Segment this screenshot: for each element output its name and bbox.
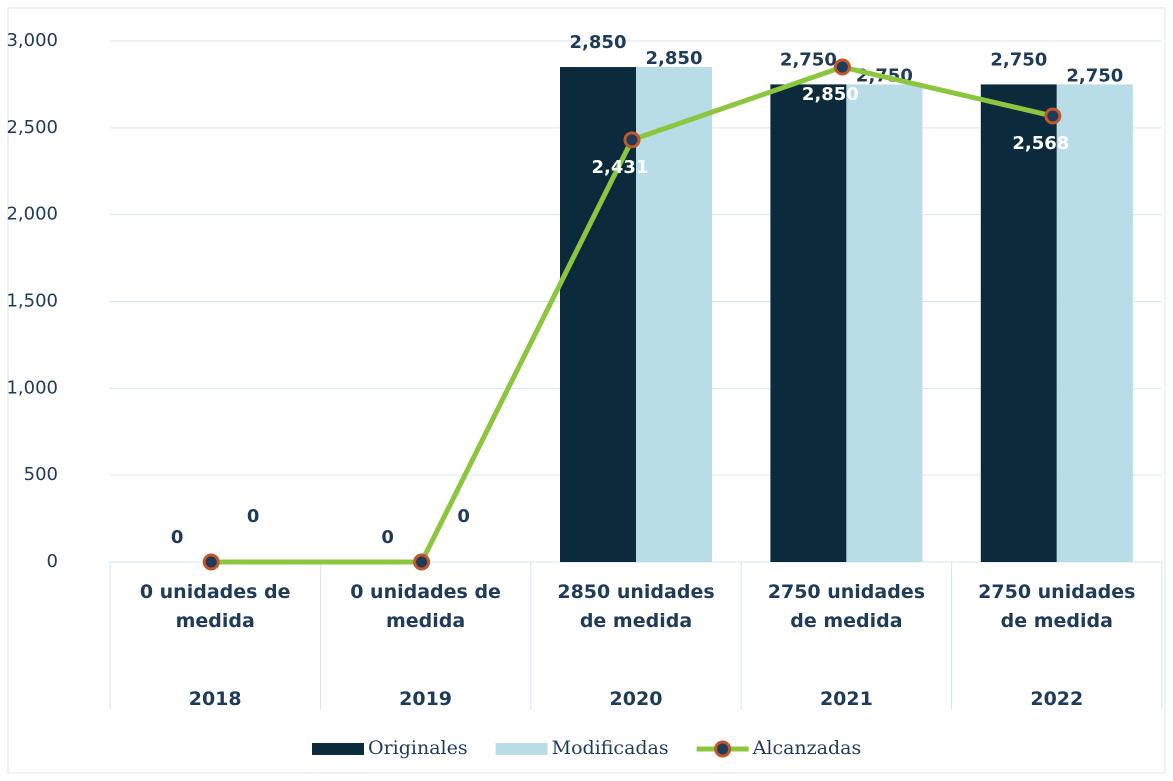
legend-swatch: [495, 743, 548, 755]
category-sublabel: 2750 unidades de medida: [978, 581, 1136, 632]
bar: [560, 67, 636, 563]
x-tick-label: 2021: [819, 688, 873, 710]
bar: [1056, 84, 1133, 563]
data-label: 0: [247, 506, 260, 527]
data-label: 2,568: [1012, 133, 1069, 154]
bar: [636, 67, 712, 563]
x-tick-label: 2018: [188, 688, 242, 710]
x-tick-label: 2019: [399, 688, 453, 710]
data-label: 2,750: [1066, 65, 1123, 86]
bar: [980, 84, 1057, 563]
y-tick-label: 2,500: [6, 117, 58, 138]
legend-label: Alcanzadas: [752, 737, 862, 759]
data-label: 0: [457, 506, 470, 527]
legend-swatch: [312, 743, 364, 755]
bar: [770, 84, 847, 563]
chart-border: [7, 7, 1166, 774]
data-label: 2,750: [990, 49, 1047, 70]
y-tick-label: 1,000: [6, 377, 58, 398]
legend-marker: [714, 740, 732, 758]
line-marker: [202, 553, 220, 571]
line-marker: [623, 131, 641, 149]
data-label: 0: [381, 527, 394, 548]
bar: [846, 84, 923, 563]
category-sublabel: 0 unidades de medida: [350, 581, 501, 632]
x-tick-label: 2020: [609, 688, 663, 710]
line-marker: [413, 553, 431, 571]
legend-label: Modificadas: [552, 737, 669, 759]
data-label: 2,850: [802, 84, 859, 105]
y-tick-label: 3,000: [6, 30, 58, 51]
data-label: 2,850: [570, 32, 627, 53]
y-tick-label: 500: [24, 464, 58, 485]
line-marker: [833, 58, 851, 76]
legend-label: Originales: [368, 737, 468, 759]
category-sublabel: 2750 unidades de medida: [767, 581, 926, 632]
data-label: 2,850: [646, 48, 703, 69]
y-tick-label: 2,000: [6, 204, 58, 225]
data-label: 2,750: [780, 49, 837, 70]
data-label: 0: [171, 527, 184, 548]
y-tick-label: 1,500: [6, 291, 58, 312]
category-sublabel: 0 unidades de medida: [139, 581, 291, 632]
x-tick-label: 2022: [1030, 688, 1084, 710]
category-sublabel: 2850 unidades de medida: [557, 581, 715, 632]
line-marker: [1044, 107, 1062, 125]
y-tick-label: 0: [47, 551, 58, 572]
data-label: 2,431: [592, 157, 649, 178]
